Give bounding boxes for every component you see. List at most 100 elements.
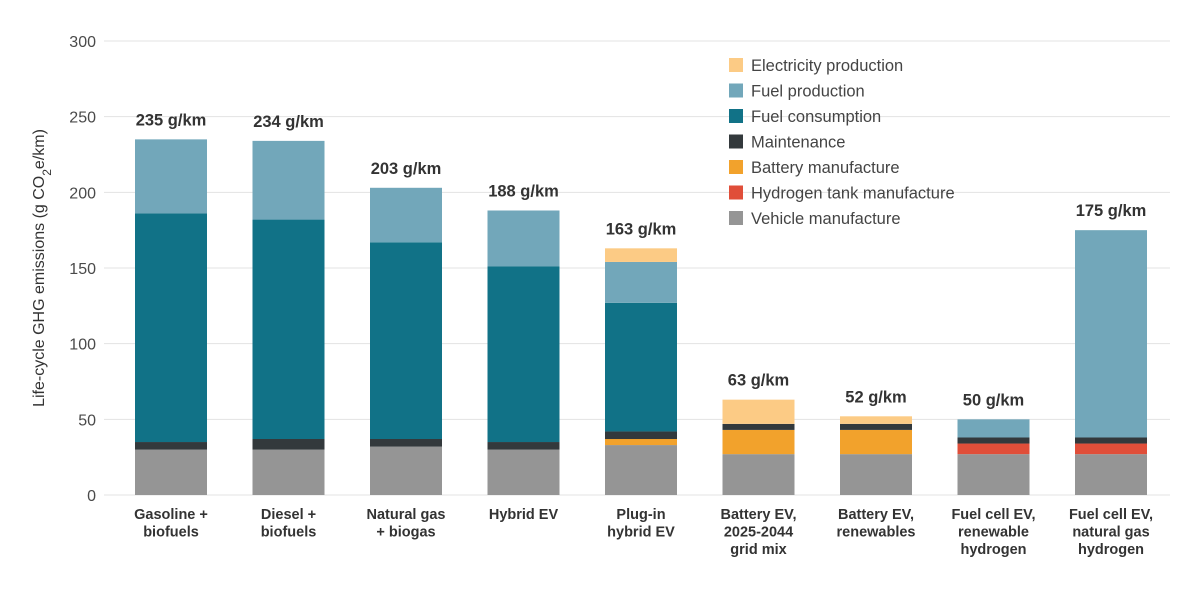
y-tick-label: 50 [78, 412, 96, 429]
y-tick-label: 150 [69, 261, 96, 278]
x-tick-label-line: Battery EV, [720, 507, 796, 523]
x-tick-label-line: renewables [837, 525, 916, 541]
bar-segment [605, 248, 677, 262]
y-tick-label: 100 [69, 337, 96, 354]
bar-segment [1075, 443, 1147, 455]
legend-entry: Fuel consumption [751, 108, 881, 126]
bar-segment [722, 454, 795, 495]
legend-entry: Hydrogen tank manufacture [751, 185, 955, 203]
total-label: 163 g/km [606, 220, 677, 238]
x-tick-label: Diesel + biofuels [261, 507, 317, 541]
x-tick-label: Hybrid EV [489, 507, 559, 523]
total-label: 203 g/km [371, 160, 442, 178]
y-tick-label: 300 [69, 34, 96, 51]
legend-entry: Fuel production [751, 83, 865, 101]
bar-segment [840, 454, 912, 495]
bar-segment [370, 242, 442, 440]
bar-segment [487, 449, 560, 495]
total-label: 188 g/km [488, 182, 559, 200]
legend-swatch [729, 211, 743, 225]
bar-segment [722, 399, 795, 424]
bar-segment [252, 449, 325, 495]
x-tick-label: Natural gas + biogas [367, 507, 446, 541]
bar-segment [1075, 230, 1147, 438]
bar-segment [840, 429, 912, 455]
bars [135, 139, 1147, 495]
bar-segment [957, 454, 1030, 495]
x-tick-label-line: natural gas [1072, 525, 1149, 541]
bar-segment [605, 439, 677, 446]
x-tick-label-line: Hybrid EV [489, 507, 559, 523]
x-tick-label: Gasoline + biofuels [134, 507, 208, 541]
x-tick-label-line: biofuels [143, 525, 199, 541]
bar-segment [1075, 454, 1147, 495]
y-tick-label: 200 [69, 185, 96, 202]
legend-swatch [729, 160, 743, 174]
legend-swatch [729, 134, 743, 149]
bar-segment [957, 419, 1030, 438]
x-tick-label-line: biofuels [261, 525, 317, 541]
legend-swatch [729, 58, 743, 72]
x-tick-label-line: 2025-2044 [724, 525, 793, 541]
x-tick-label-line: renewable [958, 525, 1029, 541]
y-axis-title-tail: e/km) [31, 129, 48, 169]
legend-swatch [729, 109, 743, 123]
y-tick-label: 250 [69, 110, 96, 127]
x-tick-label: Battery EV, 2025-2044 grid mix [720, 507, 796, 558]
legend-entry: Vehicle manufacture [751, 210, 901, 228]
x-tick-label-line: Natural gas [367, 507, 446, 523]
bar-segment [840, 423, 912, 430]
x-tick-label-line: Fuel cell EV, [1069, 507, 1153, 523]
x-tick-label-line: Battery EV, [838, 507, 914, 523]
x-tick-label-line: Plug-in [616, 507, 665, 523]
x-tick-label: Fuel cell EV, natural gas hydrogen [1069, 507, 1153, 558]
x-tick-label-line: hybrid EV [607, 525, 675, 541]
bar-segment [135, 449, 207, 495]
x-tick-label-line: Fuel cell EV, [951, 507, 1035, 523]
bar-segment [722, 429, 795, 455]
legend-swatch [729, 83, 743, 98]
bar-segment [135, 139, 207, 214]
bar-segment [722, 423, 795, 430]
bar-segment [957, 443, 1030, 455]
bar-segment [487, 442, 560, 450]
y-axis-ticks: 0 50 100 150 200 250 300 [69, 34, 96, 505]
bar-segment [252, 219, 325, 440]
total-label: 235 g/km [136, 111, 207, 129]
y-axis-title-main: Life-cycle GHG emissions (g CO [31, 176, 48, 407]
bar-segment [605, 431, 677, 440]
x-tick-label-line: hydrogen [1078, 542, 1144, 558]
legend-entry: Electricity production [751, 57, 903, 75]
bar-segment [605, 302, 677, 432]
y-axis-title: Life-cycle GHG emissions (g CO2e/km) [31, 129, 54, 407]
bar-segment [605, 261, 677, 303]
total-label: 50 g/km [963, 391, 1024, 409]
x-tick-label-line: Diesel + [261, 507, 316, 523]
bar-segment [487, 266, 560, 443]
bar-segment [252, 140, 325, 220]
bar-segment [957, 437, 1030, 444]
total-labels: 235 g/km 234 g/km 203 g/km 188 g/km 163 g/km… [136, 111, 1147, 409]
legend-entry: Maintenance [751, 134, 845, 152]
total-label: 234 g/km [253, 113, 324, 131]
bar-segment [370, 439, 442, 447]
bar-segment [605, 445, 677, 495]
legend-entry: Battery manufacture [751, 159, 900, 177]
legend: Electricity production Fuel production Fue… [729, 57, 955, 228]
bar-segment [135, 213, 207, 443]
bar-segment [840, 416, 912, 424]
x-tick-label-line: grid mix [730, 542, 786, 558]
total-label: 52 g/km [845, 388, 906, 406]
x-tick-label: Plug-in hybrid EV [607, 507, 675, 541]
total-label: 175 g/km [1076, 202, 1147, 220]
bar-segment [252, 439, 325, 450]
x-tick-label: Fuel cell EV, renewable hydrogen [951, 507, 1035, 558]
y-axis-title-subscript: 2 [40, 169, 54, 176]
bar-segment [370, 187, 442, 243]
bar-segment [135, 442, 207, 450]
x-axis-category-labels: Gasoline + biofuels Diesel + biofuels Natura… [134, 507, 1153, 558]
x-tick-label-line: hydrogen [960, 542, 1026, 558]
x-tick-label-line: + biogas [376, 525, 435, 541]
bar-segment [370, 446, 442, 495]
